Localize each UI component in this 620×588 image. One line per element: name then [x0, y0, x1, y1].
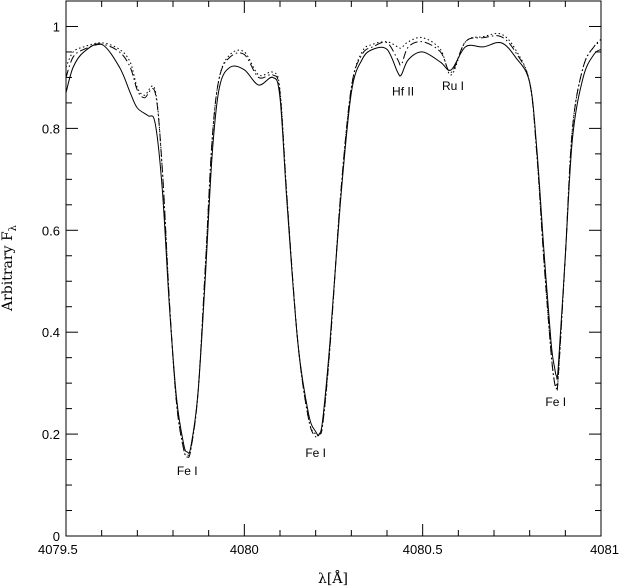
- plot-frame: [65, 0, 602, 537]
- y-tick-label: 0.8: [42, 121, 60, 136]
- x-tick-label: 4079.5: [38, 542, 78, 557]
- line-label: Fe I: [305, 446, 326, 460]
- y-tick-label: 0: [53, 529, 60, 544]
- line-label: Hf II: [392, 84, 414, 98]
- y-axis-title-main: Arbitrary F: [0, 231, 16, 312]
- x-tick-label: 4080.5: [403, 542, 443, 557]
- y-axis-title: Arbitrary Fλ: [0, 224, 19, 312]
- x-tick-label: 4081: [590, 542, 619, 557]
- y-tick-label: 0.2: [42, 427, 60, 442]
- line-label: Fe I: [177, 464, 198, 478]
- axis-ticks: [65, 1, 602, 537]
- y-tick-label: 0.4: [42, 325, 60, 340]
- spectrum-line-solid: [65, 41, 602, 454]
- line-label: Ru I: [442, 79, 464, 93]
- x-tick-label: 4080: [230, 542, 259, 557]
- spectrum-line-dashed: [65, 35, 602, 458]
- spectrum-line-dotted: [65, 32, 602, 457]
- line-annotations: Fe I Fe I Hf II Ru I Fe I: [177, 79, 566, 478]
- y-tick-label: 0.6: [42, 223, 60, 238]
- y-tick-label: 1: [53, 19, 60, 34]
- axis-tick-labels: 0 0.2 0.4 0.6 0.8 1 4079.5 4080 4080.5 4081: [38, 19, 619, 557]
- spectrum-curves: [65, 32, 602, 458]
- y-axis-title-subscript: λ: [8, 224, 19, 231]
- line-label: Fe I: [545, 395, 566, 409]
- x-axis-title: λ[Å]: [318, 569, 348, 587]
